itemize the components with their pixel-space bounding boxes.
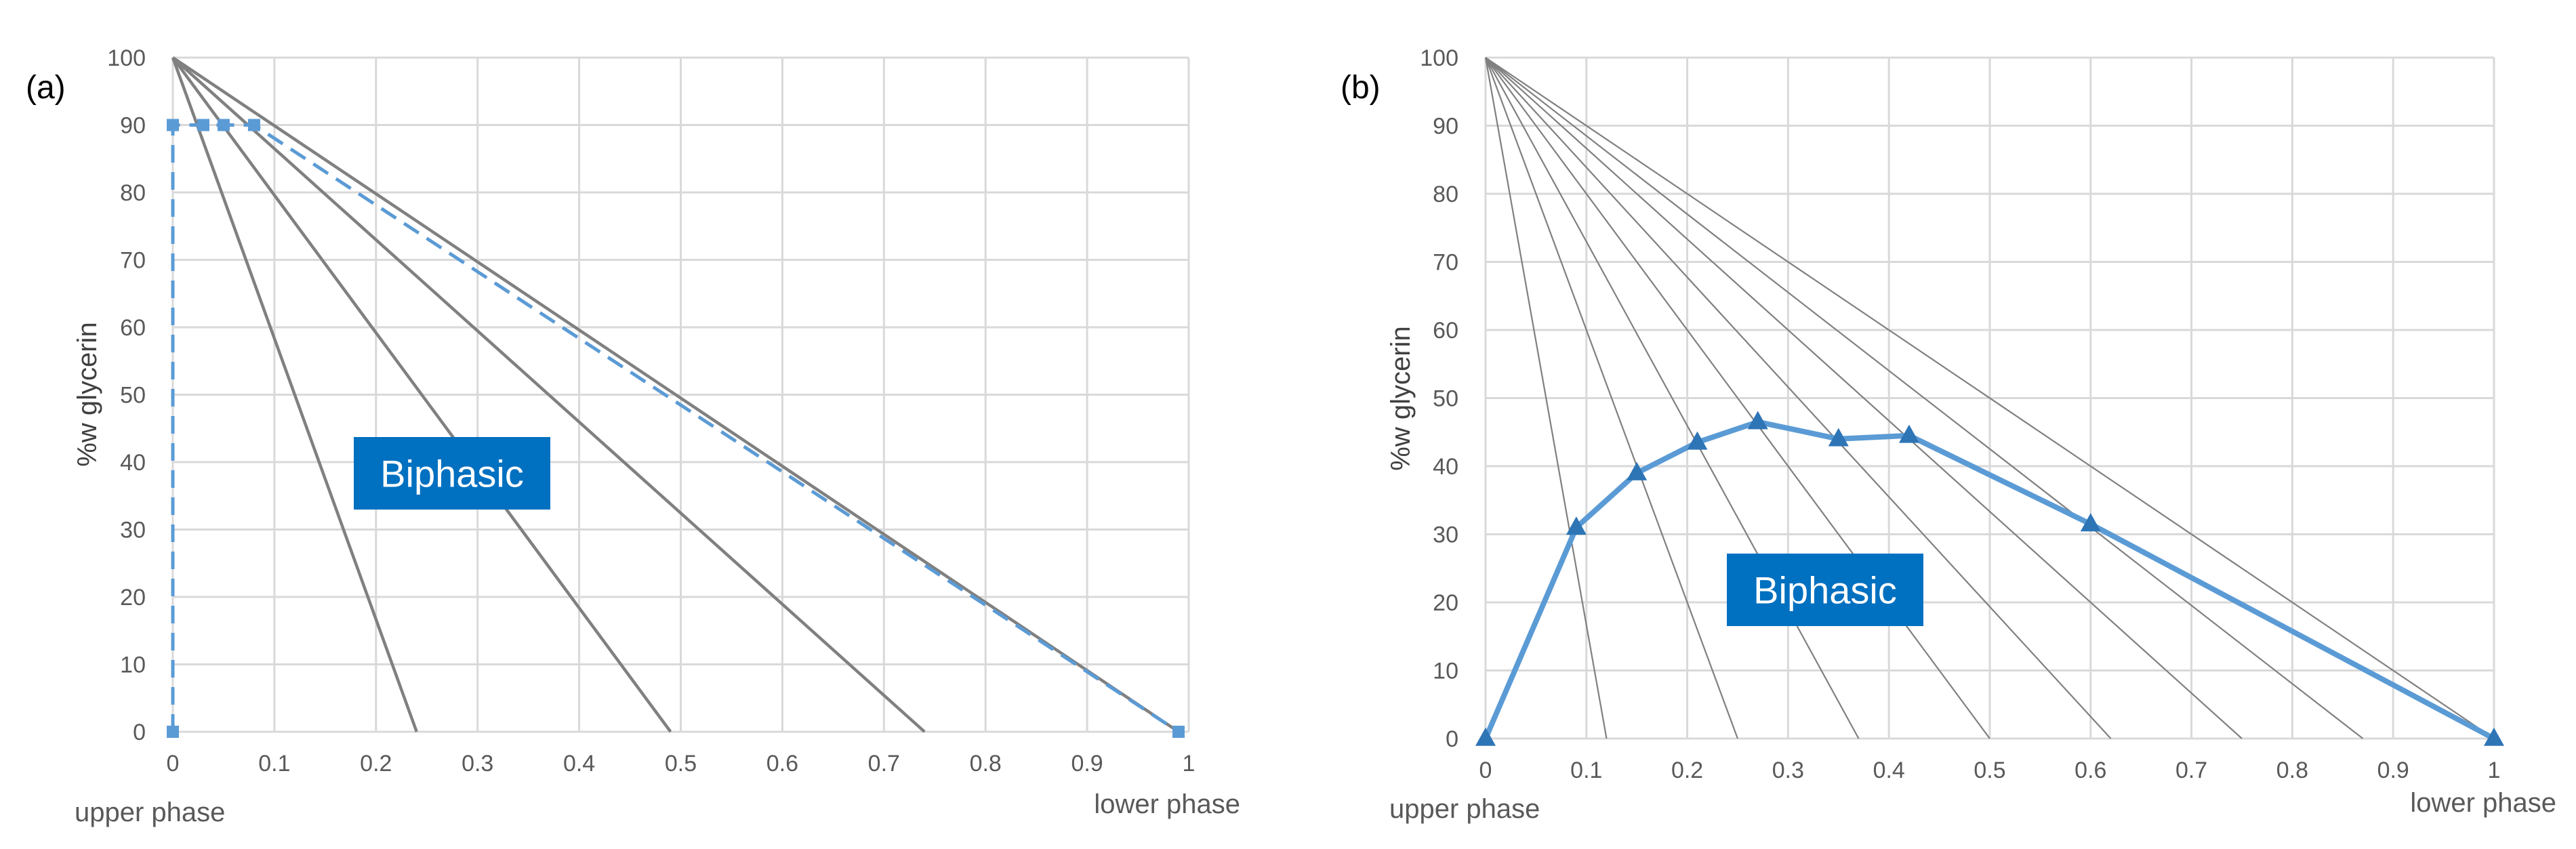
panel-b-x-tick-label: 0.5 (1974, 758, 2005, 783)
panel-b-x-tick-label: 1 (2488, 758, 2501, 783)
panel-a-tie-line (171, 56, 672, 733)
panel-b-tie-line (1485, 57, 2495, 739)
panel-b-y-tick-label: 60 (1433, 318, 1458, 344)
panel-a-data-point (167, 726, 179, 738)
panel-b-data-point (1898, 424, 1919, 443)
panel-a-panel-label: (a) (26, 70, 66, 106)
panel-b-y-tick-label: 0 (1446, 726, 1458, 752)
panel-a-tie-line (171, 57, 418, 732)
panel-a-y-tick-label: 20 (120, 585, 146, 610)
panel-b-panel-label: (b) (1341, 70, 1381, 106)
panel-a-x-label-upper-phase: upper phase (75, 798, 225, 827)
panel-b-data-point (1475, 727, 1496, 746)
panel-b-tie-line (1485, 57, 2364, 739)
panel-b-y-tick-label: 100 (1420, 45, 1458, 71)
panel-b-tie-line (1485, 57, 2243, 739)
panel-b-y-tick-label: 40 (1433, 454, 1458, 480)
panel-b-y-tick-label: 80 (1433, 182, 1458, 207)
panel-a-y-tick-label: 80 (120, 180, 146, 206)
panel-a-data-point (197, 119, 209, 131)
panel-a-y-tick-label: 100 (107, 45, 146, 71)
panel-b-data-point (1828, 428, 1849, 447)
panel-b-y-axis-label: %w glycerin (1386, 326, 1416, 470)
panel-b-tie-line (1484, 57, 1739, 739)
panel-b-x-tick-label: 0.3 (1772, 758, 1804, 783)
panel-a-x-tick-label: 0.7 (868, 751, 900, 776)
panel-a-x-tick-label: 0.4 (563, 751, 595, 776)
panel-b-x-tick-label: 0 (1479, 758, 1492, 783)
panel-a-y-tick-label: 10 (120, 653, 146, 678)
panel-b-y-tick-label: 50 (1433, 386, 1458, 412)
panel-a-data-point (217, 119, 230, 131)
panel-b-x-label-upper-phase: upper phase (1389, 794, 1540, 824)
panel-b-x-label-lower-phase: lower phase (2410, 788, 2556, 818)
panel-b-tie-line (1484, 57, 1608, 739)
panel-b-tie-line (1485, 57, 2112, 739)
panel-a-data-point (1172, 726, 1185, 738)
panel-b-x-tick-label: 0.1 (1570, 758, 1602, 783)
panel-a-tie-line (171, 56, 926, 733)
panel-b-x-tick-label: 0.9 (2377, 758, 2409, 783)
panel-b-region-label: Biphasic (1753, 569, 1897, 612)
panel-b-data-point (1687, 431, 1708, 450)
panel-b-data-point (2080, 513, 2101, 532)
panel-b-y-tick-label: 10 (1433, 659, 1458, 684)
panel-b-data-point (1627, 461, 1648, 480)
panel-a-data-point (247, 119, 260, 131)
panel-a-x-tick-label: 0.2 (360, 751, 392, 776)
panel-a-region-label: Biphasic (380, 453, 524, 495)
panel-a-x-tick-label: 0.3 (462, 751, 493, 776)
panel-b-x-tick-label: 0.7 (2175, 758, 2207, 783)
panel-a-x-tick-label: 0.6 (766, 751, 798, 776)
panel-a-y-axis-label: %w glycerin (73, 322, 102, 466)
panel-a-x-tick-label: 0.5 (665, 751, 697, 776)
panel-b-region-label-box (1727, 554, 1923, 626)
panel-a-x-tick-label: 0.9 (1071, 751, 1103, 776)
panel-b-x-tick-label: 0.2 (1671, 758, 1703, 783)
panel-b-y-tick-label: 70 (1433, 250, 1458, 276)
panel-a-y-tick-label: 30 (120, 518, 146, 543)
panel-a-y-tick-label: 90 (120, 113, 146, 139)
panel-a-y-tick-label: 60 (120, 315, 146, 341)
panel-a-y-tick-label: 70 (120, 248, 146, 274)
panel-a-region-label-box (354, 437, 550, 510)
panel-a-tie-line (171, 56, 1180, 733)
panel-b-x-tick-label: 0.8 (2276, 758, 2308, 783)
panel-b-data-point (2484, 727, 2504, 746)
panel-a-x-tick-label: 1 (1183, 751, 1195, 776)
panel-b-x-tick-label: 0.6 (2074, 758, 2106, 783)
panel-a-series-line (171, 123, 1180, 734)
panel-a-y-tick-label: 50 (120, 383, 146, 409)
panel-b-y-tick-label: 20 (1433, 590, 1458, 616)
panel-b-x-tick-label: 0.4 (1873, 758, 1905, 783)
panel-b-y-tick-label: 90 (1433, 114, 1458, 140)
panel-b-y-tick-label: 30 (1433, 522, 1458, 548)
panel-a-x-tick-label: 0.8 (970, 751, 1002, 776)
panel-b-data-point (1747, 411, 1768, 430)
panel-a-data-point (167, 119, 179, 131)
panel-a-y-tick-label: 0 (133, 720, 146, 745)
panel-a-y-tick-label: 40 (120, 450, 146, 476)
panel-a-x-tick-label: 0.1 (258, 751, 290, 776)
panel-a-x-tick-label: 0 (167, 751, 180, 776)
panel-a-x-label-lower-phase: lower phase (1094, 789, 1240, 819)
panel-b-data-point (1566, 516, 1587, 535)
